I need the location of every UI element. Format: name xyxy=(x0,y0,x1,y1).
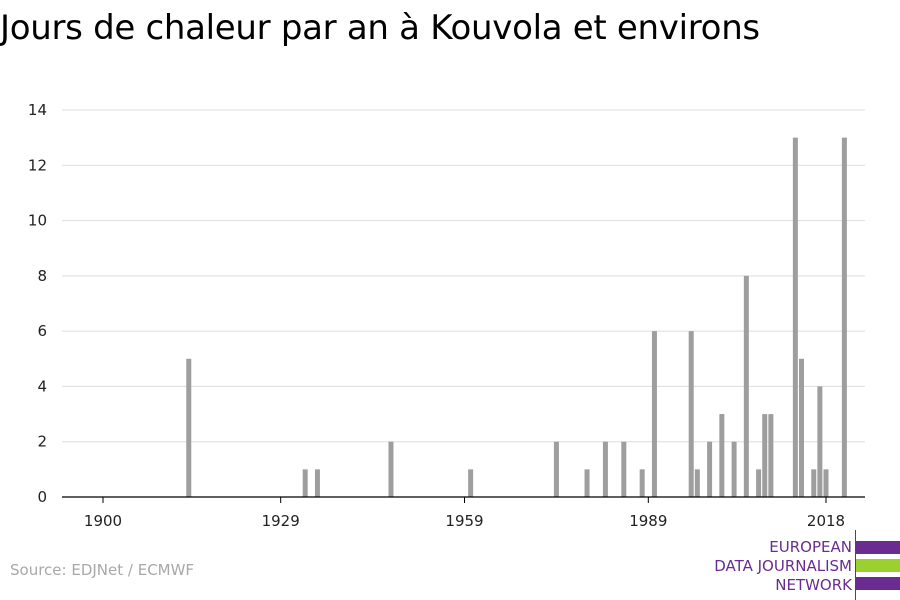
y-tick-label: 10 xyxy=(28,212,47,230)
bar xyxy=(756,469,762,497)
gridlines xyxy=(62,109,865,443)
y-tick-label: 6 xyxy=(37,322,47,340)
logo-bar-bottom xyxy=(856,577,900,590)
bar xyxy=(621,441,627,497)
bar xyxy=(719,414,725,497)
logo-line-2: DATA JOURNALISM xyxy=(714,557,852,575)
bar xyxy=(302,469,308,497)
x-tick-label: 2018 xyxy=(807,512,845,530)
source-note: Source: EDJNet / ECMWF xyxy=(10,561,195,579)
y-tick-label: 0 xyxy=(37,488,47,506)
y-tick-label: 8 xyxy=(37,267,47,285)
bar xyxy=(707,441,713,497)
bar xyxy=(817,386,823,497)
bar xyxy=(823,469,829,497)
bar xyxy=(314,469,320,497)
x-tick-label: 1959 xyxy=(445,512,483,530)
x-tick-label: 1929 xyxy=(262,512,300,530)
bar xyxy=(731,441,737,497)
bar xyxy=(811,469,817,497)
bar xyxy=(639,469,645,497)
bar xyxy=(553,441,559,497)
bar xyxy=(602,441,608,497)
logo-bar-top xyxy=(856,541,900,554)
logo-divider xyxy=(855,530,856,600)
bar xyxy=(694,469,700,497)
bar xyxy=(841,137,847,497)
bar xyxy=(792,137,798,497)
bar xyxy=(584,469,590,497)
x-tick-label: 1989 xyxy=(629,512,667,530)
edjnet-logo[interactable]: EUROPEAN DATA JOURNALISM NETWORK xyxy=(700,530,900,600)
bar xyxy=(743,275,749,497)
logo-bar-middle xyxy=(856,559,900,572)
y-tick-label: 2 xyxy=(37,433,47,451)
bar xyxy=(186,358,192,497)
y-tick-label: 12 xyxy=(28,156,47,174)
bar xyxy=(768,414,774,497)
y-tick-label: 14 xyxy=(28,101,47,119)
bar xyxy=(651,331,657,497)
logo-line-1: EUROPEAN xyxy=(769,538,852,556)
bar xyxy=(762,414,768,497)
bar xyxy=(468,469,474,497)
bar xyxy=(798,358,804,497)
y-axis-ticks: 0 2 4 6 8 10 12 14 xyxy=(28,101,47,506)
bar xyxy=(688,331,694,497)
bar xyxy=(388,441,394,497)
x-tick-label: 1900 xyxy=(84,512,122,530)
logo-wordmark: EUROPEAN DATA JOURNALISM NETWORK xyxy=(714,538,852,595)
x-axis-ticks: 1900 1929 1959 1989 2018 xyxy=(84,497,845,530)
chart-title: Jours de chaleur par an à Kouvola et env… xyxy=(0,8,760,48)
bars xyxy=(186,137,847,497)
logo-line-3: NETWORK xyxy=(775,576,852,594)
y-tick-label: 4 xyxy=(37,377,47,395)
